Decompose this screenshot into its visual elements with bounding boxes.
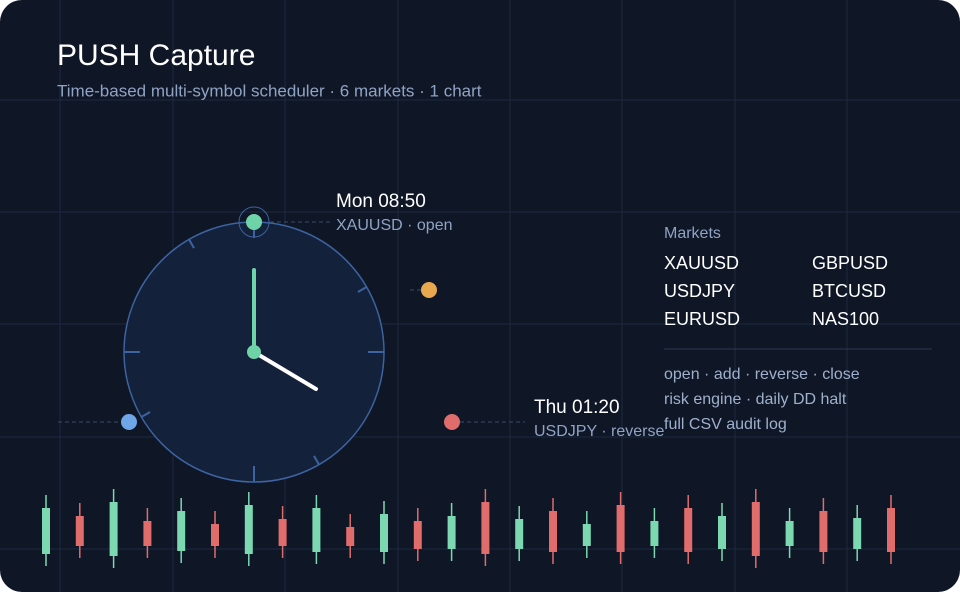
candle-body (312, 508, 321, 552)
clock-tick (357, 286, 368, 293)
candle-body (549, 511, 557, 552)
event-dot (444, 414, 460, 430)
clock-tick (140, 411, 151, 418)
candle-body (447, 516, 456, 549)
candle-body (684, 508, 693, 552)
event-dot (246, 214, 262, 230)
candle-body (75, 516, 84, 546)
candle-body (413, 521, 422, 549)
candles (42, 489, 895, 568)
candle-body (380, 514, 388, 552)
feature: full CSV audit log (664, 416, 787, 433)
event-time: Mon 08:50 (336, 191, 426, 212)
candle-body (109, 502, 118, 556)
candle-body (718, 516, 726, 549)
markets-heading: Markets (664, 225, 721, 242)
event-label: XAUUSD · open (336, 217, 453, 234)
candle-body (346, 527, 355, 546)
markets-list: XAUUSD GBPUSD USDJPY BTCUSD EURUSD NAS100 (664, 253, 888, 329)
feature: risk engine · daily DD halt (664, 391, 847, 408)
candle-body (42, 508, 50, 554)
market: BTCUSD (812, 281, 886, 301)
candle-body (177, 511, 186, 551)
candle-body (481, 502, 490, 554)
candle-body (515, 519, 524, 549)
candle-body (650, 521, 659, 546)
event-ring (238, 206, 270, 238)
title: PUSH Capture (57, 39, 255, 72)
event-time: Thu 01:20 (534, 397, 620, 418)
event-label: USDJPY · reverse (534, 423, 665, 440)
market: USDJPY (664, 281, 735, 301)
candle-body (582, 524, 591, 546)
candle-body (751, 502, 760, 556)
hour-hand (252, 350, 318, 391)
clock-center (247, 345, 261, 359)
clock-tick (313, 455, 320, 466)
event-dot (121, 414, 137, 430)
market: GBPUSD (812, 253, 888, 273)
market: XAUUSD (664, 253, 739, 273)
candle-body (278, 519, 287, 546)
candle-body (143, 521, 152, 546)
candle-body (887, 508, 895, 552)
candle-body (616, 505, 625, 552)
market: EURUSD (664, 309, 740, 329)
subtitle: Time-based multi-symbol scheduler · 6 ma… (57, 81, 482, 100)
feature: open · add · reverse · close (664, 366, 860, 383)
candle-body (853, 518, 862, 549)
features-list: open · add · reverse · close risk engine … (664, 366, 860, 433)
candle-body (819, 511, 828, 552)
candle-body (785, 521, 794, 546)
market: NAS100 (812, 309, 879, 329)
candle-body (211, 524, 219, 546)
candle-body (244, 505, 253, 554)
event-dot (421, 282, 437, 298)
clock-tick (188, 238, 195, 249)
